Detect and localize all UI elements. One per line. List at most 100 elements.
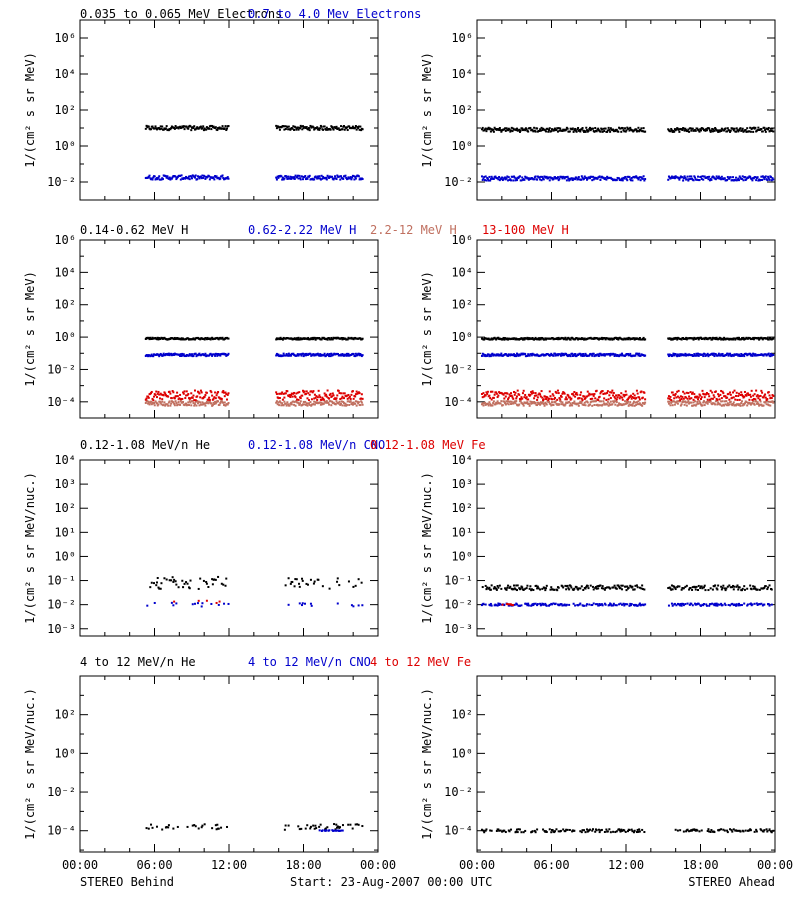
data-point <box>585 176 588 179</box>
data-point <box>574 393 577 396</box>
data-point <box>580 831 583 834</box>
data-point <box>685 336 688 339</box>
data-point <box>535 354 538 357</box>
data-point <box>500 130 503 133</box>
data-point <box>714 390 717 393</box>
data-point <box>618 394 621 397</box>
data-point <box>601 585 604 588</box>
data-point <box>562 337 565 340</box>
data-point <box>211 583 214 586</box>
data-point <box>674 353 677 356</box>
data-point <box>617 584 620 587</box>
data-point <box>223 401 226 404</box>
data-point <box>278 400 281 403</box>
data-point <box>583 354 586 357</box>
data-point <box>634 584 637 587</box>
data-point <box>222 401 225 404</box>
data-point <box>553 830 556 833</box>
data-point <box>673 175 676 178</box>
data-point <box>159 401 162 404</box>
data-point <box>313 393 316 396</box>
data-point <box>312 390 315 393</box>
y-tick-label: 10⁻⁴ <box>444 824 473 838</box>
data-point <box>635 396 638 399</box>
data-point <box>621 396 624 399</box>
data-point <box>216 354 219 357</box>
data-point <box>203 338 206 341</box>
data-point <box>721 400 724 403</box>
data-point <box>716 129 719 132</box>
data-point <box>509 354 512 357</box>
data-point <box>504 127 507 130</box>
data-point <box>175 602 178 605</box>
data-point <box>626 603 629 606</box>
data-point <box>518 587 521 590</box>
data-point <box>587 129 590 132</box>
data-point <box>319 177 322 180</box>
legend-entry: 0.12-1.08 MeV/n He <box>80 438 210 452</box>
legend-entry: 0.12-1.08 MeV/n CNO <box>248 438 385 452</box>
data-point <box>641 828 644 831</box>
data-point <box>539 337 542 340</box>
data-point <box>358 354 361 357</box>
data-point <box>595 389 598 392</box>
data-point <box>621 829 624 832</box>
data-point <box>707 589 710 592</box>
data-point <box>715 587 718 590</box>
data-point <box>303 390 306 393</box>
data-point <box>525 176 528 179</box>
data-point <box>287 128 290 131</box>
data-point <box>731 404 734 407</box>
data-point <box>752 177 755 180</box>
data-point <box>577 587 580 590</box>
data-point <box>684 352 687 355</box>
data-point <box>702 355 705 358</box>
data-point <box>526 336 529 339</box>
data-point <box>735 604 738 607</box>
data-point <box>637 354 640 357</box>
data-point <box>638 603 641 606</box>
data-point <box>676 390 679 393</box>
data-point <box>488 394 491 397</box>
data-point <box>504 395 507 398</box>
data-point <box>297 825 300 828</box>
data-point <box>760 602 763 605</box>
data-point <box>612 830 615 833</box>
data-point <box>568 179 571 182</box>
data-point <box>542 828 545 831</box>
data-point <box>496 396 499 399</box>
data-point <box>301 128 304 131</box>
data-point <box>591 179 594 182</box>
data-point <box>213 396 216 399</box>
data-point <box>583 130 586 133</box>
data-point <box>723 404 726 407</box>
data-point <box>644 178 647 181</box>
data-point <box>512 179 515 182</box>
data-point <box>694 176 697 179</box>
data-point <box>678 585 681 588</box>
data-point <box>485 179 488 182</box>
data-point <box>591 127 594 130</box>
data-point <box>575 355 578 358</box>
data-point <box>320 338 323 341</box>
data-point <box>282 392 285 395</box>
data-point <box>624 175 627 178</box>
data-point <box>351 125 354 128</box>
data-point <box>198 177 201 180</box>
data-point <box>759 400 762 403</box>
data-point <box>309 124 312 127</box>
data-point <box>673 602 676 605</box>
data-point <box>539 175 542 178</box>
data-point <box>200 826 203 829</box>
data-point <box>743 588 746 591</box>
data-point <box>506 603 509 606</box>
data-point <box>525 128 528 131</box>
data-point <box>484 603 487 606</box>
data-point <box>527 602 530 605</box>
data-point <box>155 825 158 828</box>
data-point <box>322 402 325 405</box>
data-point <box>480 828 483 831</box>
data-point <box>735 176 738 179</box>
data-point <box>332 394 335 397</box>
